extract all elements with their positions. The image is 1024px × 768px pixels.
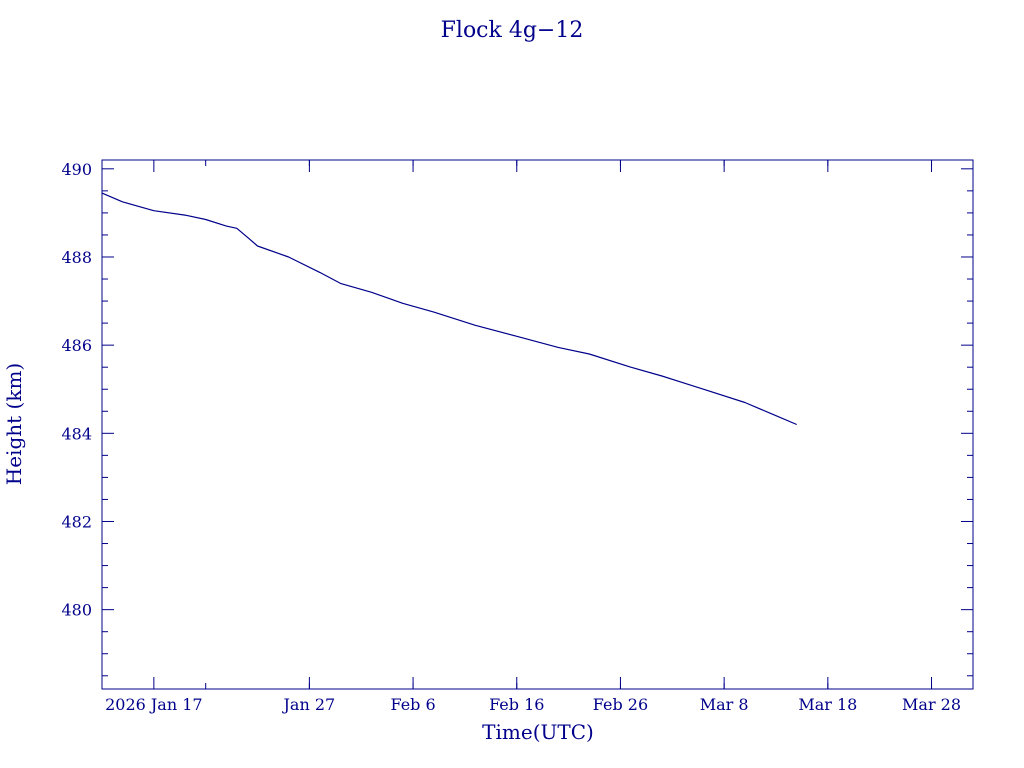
x-tick-label: Mar 18 — [798, 695, 857, 714]
x-tick-label: Feb 6 — [390, 695, 435, 714]
axis-ticks — [102, 160, 973, 689]
y-tick-label: 486 — [61, 336, 92, 355]
chart-title: Flock 4g−12 — [441, 18, 584, 43]
y-tick-label: 480 — [61, 601, 92, 620]
x-tick-label: Feb 16 — [489, 695, 544, 714]
y-tick-label: 482 — [61, 512, 92, 531]
x-tick-label: 2026 Jan 17 — [105, 695, 203, 714]
y-tick-labels: 480 482 484 486 488 490 — [61, 160, 92, 620]
y-tick-label: 490 — [61, 160, 92, 179]
y-tick-label: 484 — [61, 424, 92, 443]
x-tick-label: Mar 8 — [700, 695, 749, 714]
x-tick-label: Feb 26 — [593, 695, 648, 714]
series-line — [101, 192, 797, 426]
x-axis-label: Time(UTC) — [482, 720, 594, 744]
y-tick-label: 488 — [61, 248, 92, 267]
x-tick-label: Mar 28 — [902, 695, 961, 714]
plot-frame — [101, 159, 974, 690]
x-tick-label: Jan 27 — [282, 695, 336, 714]
y-axis-label: Height (km) — [2, 363, 26, 485]
x-tick-labels: 2026 Jan 17 Jan 27 Feb 6 Feb 16 Feb 26 Mar 8 M… — [105, 695, 961, 714]
